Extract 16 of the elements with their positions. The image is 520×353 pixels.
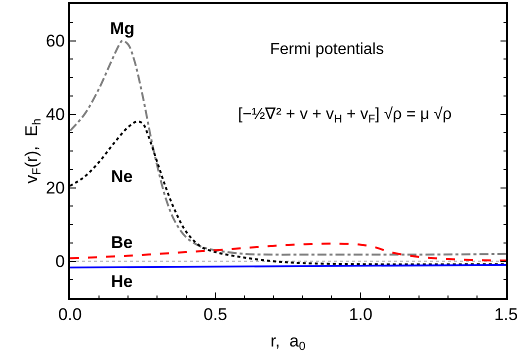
annotation: Fermi potentials — [270, 41, 384, 58]
x-tick-label: 0.5 — [204, 305, 228, 324]
x-tick-label: 0.0 — [58, 305, 82, 324]
y-tick-label: 40 — [46, 105, 65, 124]
x-axis-title: r, a$_{0}$ — [270, 331, 306, 353]
line-series — [70, 40, 506, 256]
y-tick-label: 20 — [46, 178, 65, 198]
y-tick-label: 0 — [55, 252, 65, 272]
series-label: He — [111, 272, 133, 291]
x-tick-label: 1.0 — [348, 305, 372, 324]
series-label: Mg — [110, 19, 135, 38]
series-label: Ne — [111, 167, 133, 186]
series-label: Be — [111, 233, 133, 252]
x-tick-label: 1.5 — [494, 305, 518, 324]
y-tick-label: 60 — [46, 32, 65, 51]
annotation: [−½∇² + v + v$_{H}$ + v$_{F}$] √ρ = μ √ρ — [238, 106, 452, 126]
